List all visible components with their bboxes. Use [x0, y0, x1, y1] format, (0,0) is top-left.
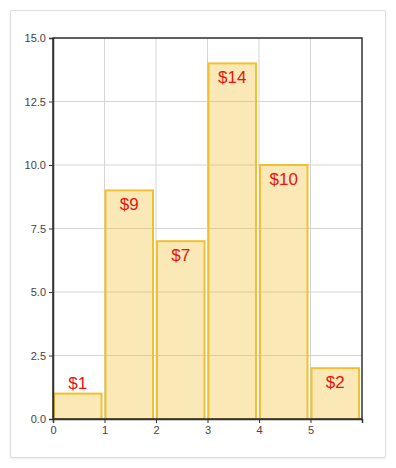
tick: 0	[50, 419, 56, 436]
tick: 2	[153, 419, 159, 436]
bar	[54, 394, 102, 419]
bars	[54, 63, 359, 419]
tick-label: 0	[50, 424, 56, 436]
tick-mark	[208, 419, 209, 423]
tick-label: 15.0	[25, 32, 46, 44]
tick: 3	[205, 419, 211, 436]
tick-mark	[49, 102, 53, 103]
data-label: $2	[326, 373, 345, 392]
bar	[209, 63, 257, 419]
tick: 2.5	[31, 350, 53, 362]
tick-mark	[105, 419, 106, 423]
tick-mark	[49, 292, 53, 293]
bar	[312, 368, 360, 419]
tick-label: 2	[153, 424, 159, 436]
tick-label: 4	[256, 424, 262, 436]
tick-label: 7.5	[31, 223, 46, 235]
chart: 0123450.02.55.07.510.012.515.0$1$9$7$14$…	[0, 0, 396, 468]
tick-mark	[49, 356, 53, 357]
tick-label: 1	[102, 424, 108, 436]
data-label: $14	[218, 68, 246, 87]
tick-mark	[311, 419, 312, 423]
tick-label: 0.0	[31, 413, 46, 425]
data-label: $1	[68, 374, 87, 393]
tick-label: 10.0	[25, 159, 46, 171]
tick-label: 2.5	[31, 350, 46, 362]
y-axis: 0.0 2.5 5.0 7.5 10.0 12.5 15.0	[25, 32, 54, 425]
bar	[106, 190, 154, 419]
bar	[260, 165, 308, 419]
tick-label: 12.5	[25, 96, 46, 108]
data-label: $9	[120, 195, 139, 214]
tick: 1	[102, 419, 108, 436]
tick-label: 5	[308, 424, 314, 436]
tick: 10.0	[25, 159, 53, 171]
tick: 7.5	[31, 223, 53, 235]
plot-frame	[53, 38, 362, 419]
tick: 15.0	[25, 32, 53, 44]
tick-label: 5.0	[31, 286, 46, 298]
tick: 12.5	[25, 96, 53, 108]
bar	[157, 241, 205, 419]
tick-mark	[49, 229, 53, 230]
tick-label: 3	[205, 424, 211, 436]
x-axis: 0 1 2 3 4 5	[50, 419, 362, 436]
tick-mark	[156, 419, 157, 423]
axis-line	[49, 39, 54, 420]
data-labels: $1 $9 $7 $14 $10 $2	[68, 68, 344, 392]
data-label: $10	[270, 170, 298, 189]
tick-mark	[259, 419, 260, 423]
tick: 4	[256, 419, 262, 436]
tick-mark	[49, 419, 53, 420]
tick: 5	[308, 419, 314, 436]
axis-line	[54, 420, 363, 424]
grid-line	[310, 38, 311, 419]
tick: 5.0	[31, 286, 53, 298]
data-label: $7	[171, 246, 190, 265]
tick-mark	[49, 38, 53, 39]
grid	[53, 38, 362, 419]
tick: 0.0	[31, 413, 53, 425]
tick-mark	[49, 165, 53, 166]
